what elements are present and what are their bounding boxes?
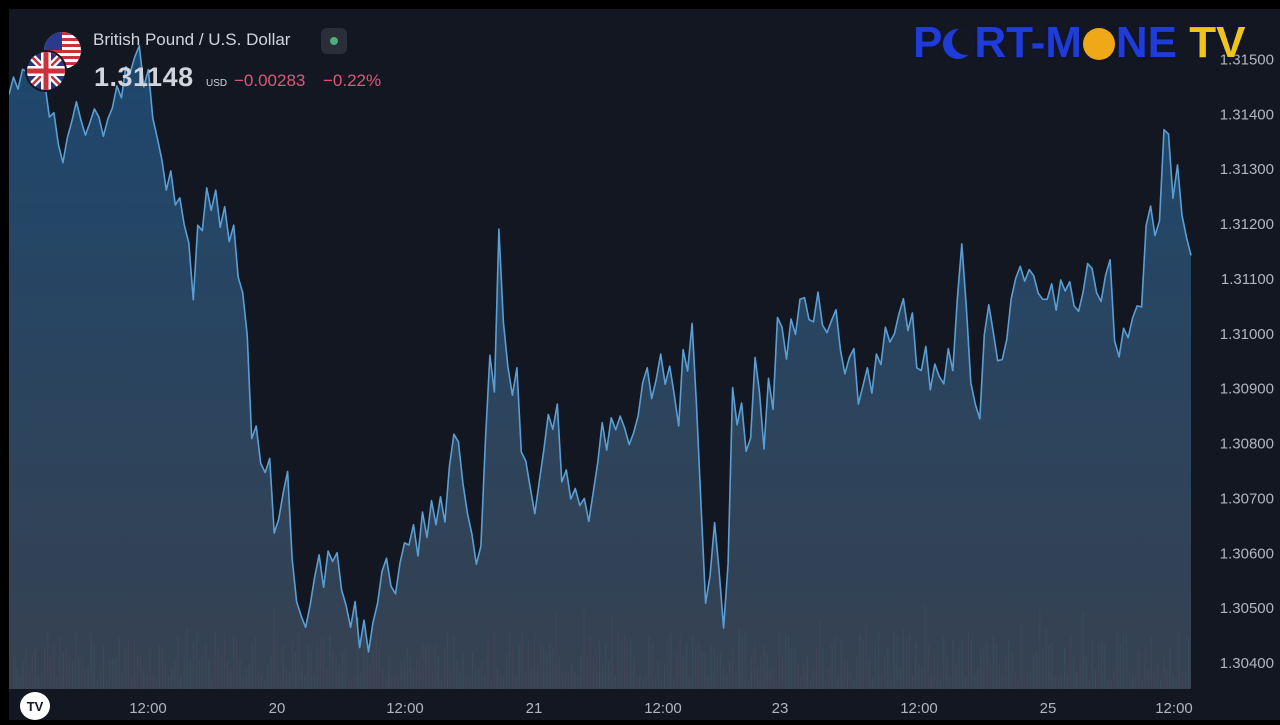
- x-tick-label: 23: [772, 700, 789, 717]
- brand-text-post: NE: [1115, 18, 1178, 67]
- y-tick-label: 1.31100: [1221, 271, 1274, 288]
- x-axis: 12:00 20 12:00 21 12:00 23 12:00 25 12:00: [129, 700, 1193, 717]
- price-change: −0.00283: [234, 71, 306, 90]
- chart-canvas: 1.31500 1.31400 1.31300 1.31200 1.31100 1.310…: [9, 45, 1274, 717]
- x-tick-label: 12:00: [644, 700, 682, 717]
- x-tick-label: 21: [526, 700, 543, 717]
- y-tick-label: 1.30400: [1220, 655, 1274, 672]
- chart-frame: 1.31500 1.31400 1.31300 1.31200 1.31100 1.310…: [9, 9, 1280, 720]
- moon-icon: [943, 29, 974, 59]
- x-tick-label: 25: [1040, 700, 1057, 717]
- y-tick-label: 1.30900: [1220, 381, 1274, 398]
- tradingview-logo-icon[interactable]: TV: [20, 692, 50, 720]
- market-open-icon: [330, 37, 338, 45]
- y-tick-label: 1.31400: [1220, 106, 1274, 123]
- sun-icon: [1082, 28, 1115, 60]
- x-tick-label: 12:00: [129, 700, 167, 717]
- x-tick-label: 20: [269, 700, 286, 717]
- y-axis: 1.31500 1.31400 1.31300 1.31200 1.31100 1.310…: [1220, 52, 1274, 673]
- brand-text-p: P: [913, 18, 943, 67]
- price-currency: USD: [206, 78, 228, 89]
- brand-text-mid: RT-M: [974, 18, 1082, 67]
- x-tick-label: 12:00: [386, 700, 424, 717]
- y-tick-label: 1.31000: [1220, 326, 1274, 343]
- brand-text-tv: TV: [1189, 18, 1246, 67]
- market-status-badge[interactable]: [321, 28, 347, 54]
- y-tick-label: 1.30500: [1220, 600, 1274, 617]
- y-tick-label: 1.30700: [1220, 490, 1274, 507]
- brand-watermark: P RT-M NE TV: [913, 18, 1245, 68]
- y-tick-label: 1.30600: [1220, 545, 1274, 562]
- price-area: [9, 45, 1191, 690]
- svg-text:TV: TV: [27, 699, 44, 714]
- symbol-name[interactable]: British Pound / U.S. Dollar: [93, 30, 291, 49]
- x-tick-label: 12:00: [900, 700, 938, 717]
- y-tick-label: 1.30800: [1220, 436, 1274, 453]
- uk-flag-icon: [25, 50, 67, 92]
- price-line: [9, 45, 1192, 653]
- y-tick-label: 1.31500: [1220, 52, 1274, 69]
- y-tick-label: 1.31200: [1220, 216, 1274, 233]
- y-tick-label: 1.31300: [1220, 161, 1274, 178]
- last-price: 1.31148: [94, 62, 194, 92]
- x-tick-label: 12:00: [1155, 700, 1193, 717]
- price-change-percent: −0.22%: [323, 71, 382, 90]
